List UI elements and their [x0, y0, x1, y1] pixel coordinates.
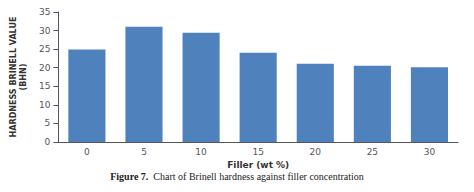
svg-text:10: 10: [195, 147, 207, 157]
svg-text:0: 0: [45, 137, 51, 147]
svg-text:Filler (wt %): Filler (wt %): [227, 160, 289, 170]
svg-text:25: 25: [39, 44, 50, 54]
svg-text:25: 25: [367, 147, 378, 157]
svg-text:Figure 7.: Figure 7.: [110, 171, 149, 182]
svg-text:HARDNESS BRINELL VALUE: HARDNESS BRINELL VALUE: [9, 17, 18, 138]
svg-text:Chart of Brinell hardness agai: Chart of Brinell hardness against filler…: [153, 171, 364, 182]
svg-text:35: 35: [39, 7, 50, 17]
svg-text:0: 0: [84, 147, 90, 157]
svg-text:15: 15: [39, 81, 50, 91]
svg-text:30: 30: [39, 26, 51, 36]
svg-text:(BHN): (BHN): [19, 64, 28, 91]
svg-text:20: 20: [310, 147, 322, 157]
svg-text:30: 30: [424, 147, 436, 157]
svg-text:10: 10: [39, 100, 51, 110]
svg-text:5: 5: [45, 118, 51, 128]
svg-text:20: 20: [39, 63, 51, 73]
svg-text:15: 15: [252, 147, 263, 157]
svg-text:5: 5: [141, 147, 147, 157]
